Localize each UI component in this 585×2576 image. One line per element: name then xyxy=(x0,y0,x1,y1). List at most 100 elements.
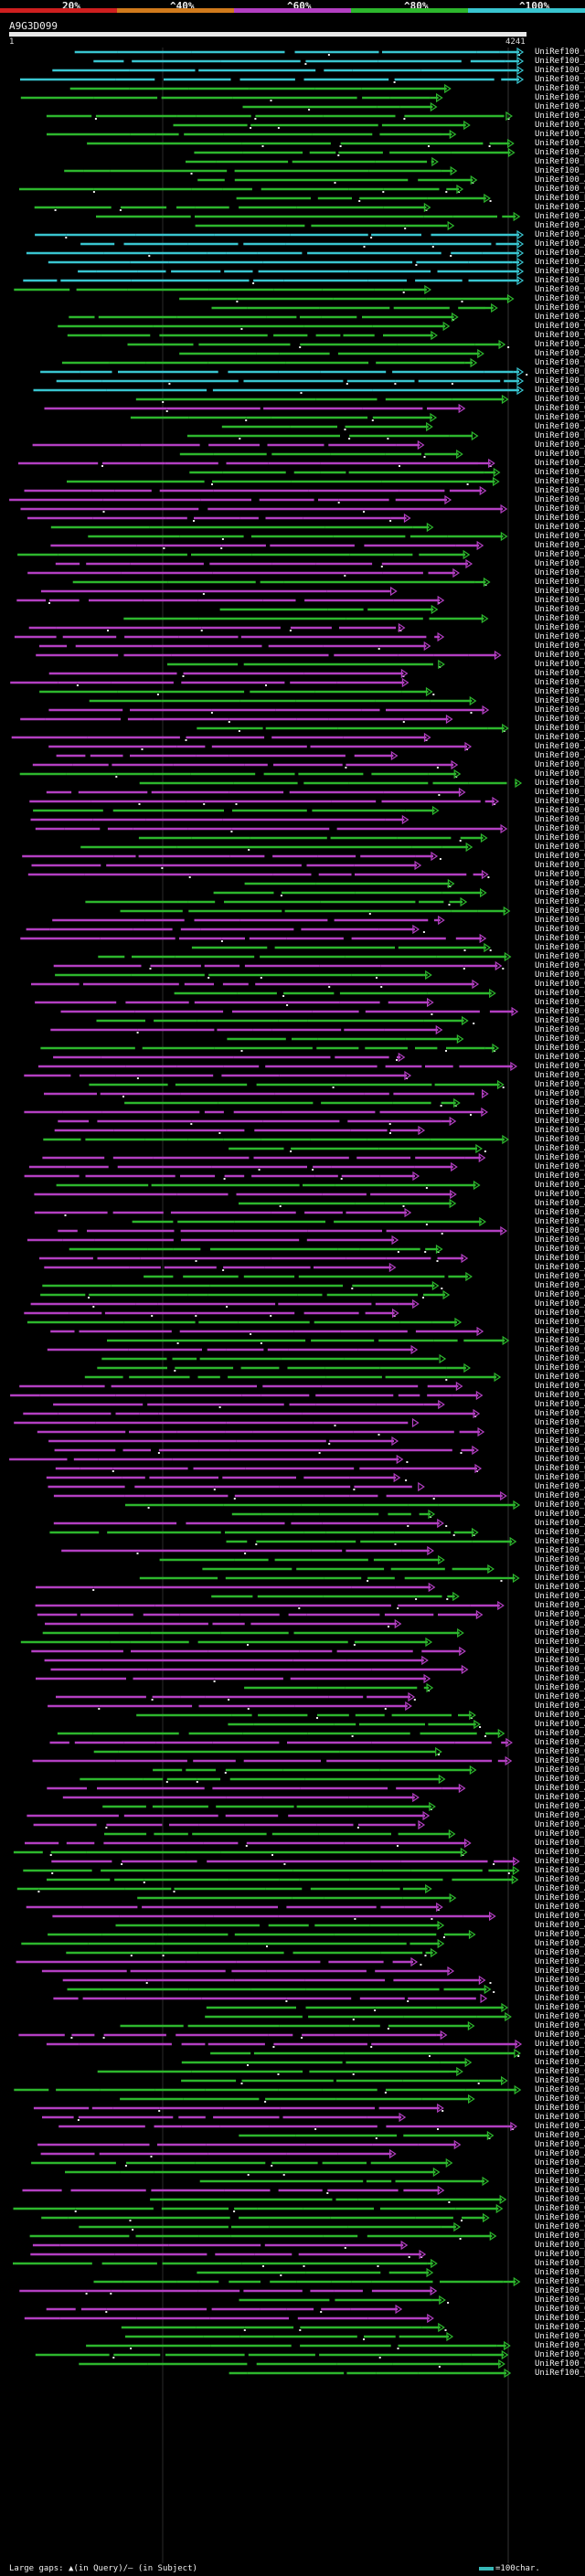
hit-label[interactable]: UniRef100_A2SY12 xyxy=(535,550,585,559)
hit-label[interactable]: UniRef100_UPI000... xyxy=(535,450,585,459)
hit-label[interactable]: UniRef100_P13869 xyxy=(535,925,585,934)
hit-label[interactable]: UniRef100_A2SY25 xyxy=(535,1619,585,1628)
hit-label[interactable]: UniRef100_A9NP21 xyxy=(535,1775,585,1784)
hit-label[interactable]: UniRef100_A9NUC7 xyxy=(535,705,585,715)
hit-label[interactable]: UniRef100_Q5G237 xyxy=(535,130,585,139)
hit-label[interactable]: UniRef100_Q9FDX6 xyxy=(535,1912,585,1921)
hit-label[interactable]: UniRef100_A2YV16 xyxy=(535,751,585,760)
hit-label[interactable]: UniRef100_Q9C5R7 xyxy=(535,1537,585,1546)
hit-label[interactable]: UniRef100_A9NB97 xyxy=(535,1674,585,1683)
hit-label[interactable]: UniRef100_A0JP10 xyxy=(535,57,585,66)
hit-label[interactable]: UniRef100_A7PG75 xyxy=(535,1034,585,1044)
hit-label[interactable]: UniRef100_A9NRD7 xyxy=(535,1290,585,1299)
hit-label[interactable]: UniRef100_A4GPL0 xyxy=(535,1711,585,1720)
hit-label[interactable]: UniRef100_A9NT85 xyxy=(535,1108,585,1117)
hit-label[interactable]: UniRef100_A0PXG2 xyxy=(535,102,585,111)
hit-label[interactable]: UniRef100_C6T858 xyxy=(535,1162,585,1171)
hit-label[interactable]: UniRef100_Q5EVX1 xyxy=(535,121,585,130)
hit-label[interactable]: UniRef100_Q9ZSU1 xyxy=(535,587,585,596)
hit-label[interactable]: UniRef100_B6Z0V5 xyxy=(535,843,585,852)
hit-label[interactable]: UniRef100_A5B823 xyxy=(535,1400,585,1409)
hit-label[interactable]: UniRef100_P20494 xyxy=(535,1647,585,1656)
hit-label[interactable]: UniRef100_A4GP40 xyxy=(535,1893,585,1903)
hit-label[interactable]: UniRef100_A9TV00 xyxy=(535,879,585,888)
hit-label[interactable]: UniRef100_A6NI04 xyxy=(535,422,585,431)
hit-label[interactable]: UniRef100_B7S9W2 xyxy=(535,2250,585,2259)
hit-label[interactable]: UniRef100_A2JD34 xyxy=(535,1793,585,1802)
hit-label[interactable]: UniRef100_C3PQP4 xyxy=(535,2094,585,2104)
hit-label[interactable]: UniRef100_A9T769 xyxy=(535,1939,585,1948)
hit-label[interactable]: UniRef100_A4GPJ3 xyxy=(535,2149,585,2158)
hit-label[interactable]: UniRef100_P12470 xyxy=(535,1903,585,1912)
hit-label[interactable]: UniRef100_Q3E7J5 xyxy=(535,1564,585,1574)
hit-label[interactable]: UniRef100_A4GPH1 xyxy=(535,1884,585,1893)
hit-label[interactable]: UniRef100_A2S714 xyxy=(535,340,585,349)
hit-label[interactable]: UniRef100_Q75VZ0 xyxy=(535,1409,585,1418)
hit-label[interactable]: UniRef100_C5YLX1 xyxy=(535,2067,585,2076)
hit-label[interactable]: UniRef100_A2ST13 xyxy=(535,1053,585,1062)
hit-label[interactable]: UniRef100_A9PGU8 xyxy=(535,1098,585,1108)
hit-label[interactable]: UniRef100_B4T8B2 xyxy=(535,1327,585,1336)
hit-label[interactable]: UniRef100_A9PG03 xyxy=(535,733,585,742)
hit-label[interactable]: UniRef100_A9TVQ2 xyxy=(535,1281,585,1290)
hit-label[interactable]: UniRef100_Q41642 xyxy=(535,1309,585,1318)
hit-label[interactable]: UniRef100_A4GP13 xyxy=(535,1720,585,1729)
hit-label[interactable]: UniRef100_P04958 xyxy=(535,559,585,568)
hit-label[interactable]: UniRef100_A7PSD5 xyxy=(535,313,585,322)
hit-label[interactable]: UniRef100_Q6P9P1 xyxy=(535,1153,585,1162)
hit-label[interactable]: UniRef100_A6NL12 xyxy=(535,1948,585,1957)
hit-label[interactable]: UniRef100_A9NRP6 xyxy=(535,2131,585,2140)
hit-label[interactable]: UniRef100_P04784 xyxy=(535,1829,585,1839)
hit-label[interactable]: UniRef100_Q8BHD9 xyxy=(535,934,585,943)
hit-label[interactable]: UniRef100_Q93812 xyxy=(535,2195,585,2204)
hit-label[interactable]: UniRef100_A6NMU8 xyxy=(535,1857,585,1866)
hit-label[interactable]: UniRef100_Q9B830 xyxy=(535,139,585,148)
hit-label[interactable]: UniRef100_Q9LMB1 xyxy=(535,651,585,660)
hit-label[interactable]: UniRef100_Q1HBL9 xyxy=(535,532,585,541)
hit-label[interactable]: UniRef100_A0PIX4 xyxy=(535,897,585,906)
hit-label[interactable]: UniRef100_Q0Y903 xyxy=(535,696,585,705)
hit-label[interactable]: UniRef100_A7QP61 xyxy=(535,523,585,532)
hit-label[interactable]: UniRef100_Q8NBQ2 xyxy=(535,1656,585,1665)
hit-label[interactable]: UniRef100_Q9XE80 xyxy=(535,1756,585,1765)
hit-label[interactable]: UniRef100_A4G956 xyxy=(535,1930,585,1939)
hit-label[interactable]: UniRef100_P12332 xyxy=(535,2286,585,2295)
hit-label[interactable]: UniRef100_A9T399 xyxy=(535,1491,585,1500)
hit-label[interactable]: UniRef100_B9N718 xyxy=(535,2104,585,2113)
hit-label[interactable]: UniRef100_B1PDK1 xyxy=(535,504,585,514)
hit-label[interactable]: UniRef100_Q9ZSJ5 xyxy=(535,2305,585,2314)
hit-label[interactable]: UniRef100_A0FHB6 xyxy=(535,212,585,221)
hit-label[interactable]: UniRef100_Q8LCR7 xyxy=(535,322,585,331)
hit-label[interactable]: UniRef100_Q8YW06 xyxy=(535,1062,585,1071)
hit-label[interactable]: UniRef100_A7KN3 xyxy=(535,2314,585,2323)
hit-label[interactable]: UniRef100_A4GPN7 xyxy=(535,1701,585,1711)
hit-label[interactable]: UniRef100_Q7MXR8 xyxy=(535,1126,585,1135)
hit-label[interactable]: UniRef100_A6YW11 xyxy=(535,1354,585,1363)
hit-label[interactable]: UniRef100_B9EEZ7 xyxy=(535,157,585,166)
hit-label[interactable]: UniRef100_Q8LC04 xyxy=(535,669,585,678)
hit-label[interactable]: UniRef100_A2YCB9 xyxy=(535,1427,585,1436)
hit-label[interactable]: UniRef100_A2SY37 xyxy=(535,1436,585,1446)
hit-label[interactable]: UniRef100_A0U5E4 xyxy=(535,459,585,468)
hit-label[interactable]: UniRef100_C1MUN0 xyxy=(535,715,585,724)
hit-label[interactable]: UniRef100_C5X5U5 xyxy=(535,2177,585,2186)
hit-label[interactable]: UniRef100_Q7M1X9 xyxy=(535,468,585,477)
hit-label[interactable]: UniRef100_B3GLK4 xyxy=(535,194,585,203)
hit-label[interactable]: UniRef100_C1X004 xyxy=(535,75,585,84)
hit-label[interactable]: UniRef100_C4P598 xyxy=(535,623,585,632)
hit-label[interactable]: UniRef100_Q9ZSV2 xyxy=(535,2295,585,2305)
hit-label[interactable]: UniRef100_A5C7N8 xyxy=(535,1144,585,1153)
hit-label[interactable]: UniRef100_Q41040 xyxy=(535,2021,585,2030)
hit-label[interactable]: UniRef100_Q9LE97 xyxy=(535,1345,585,1354)
hit-label[interactable]: UniRef100_A4GB12 xyxy=(535,2030,585,2040)
hit-label[interactable]: UniRef100_B9FXC1 xyxy=(535,2231,585,2241)
hit-label[interactable]: UniRef100_Q2V2B9 xyxy=(535,358,585,367)
hit-label[interactable]: UniRef100_Q9XXZ9 xyxy=(535,413,585,422)
hit-label[interactable]: UniRef100_A2SY43 xyxy=(535,1820,585,1829)
hit-label[interactable]: UniRef100_B6TKL9 xyxy=(535,1473,585,1482)
hit-label[interactable]: UniRef100_A43382 xyxy=(535,605,585,614)
hit-label[interactable]: UniRef100_A4G374 xyxy=(535,632,585,641)
hit-label[interactable]: UniRef100_P10708 xyxy=(535,614,585,623)
hit-label[interactable]: UniRef100_A9HPF9 xyxy=(535,1811,585,1820)
hit-label[interactable]: UniRef100_Q5ED10 xyxy=(535,404,585,413)
